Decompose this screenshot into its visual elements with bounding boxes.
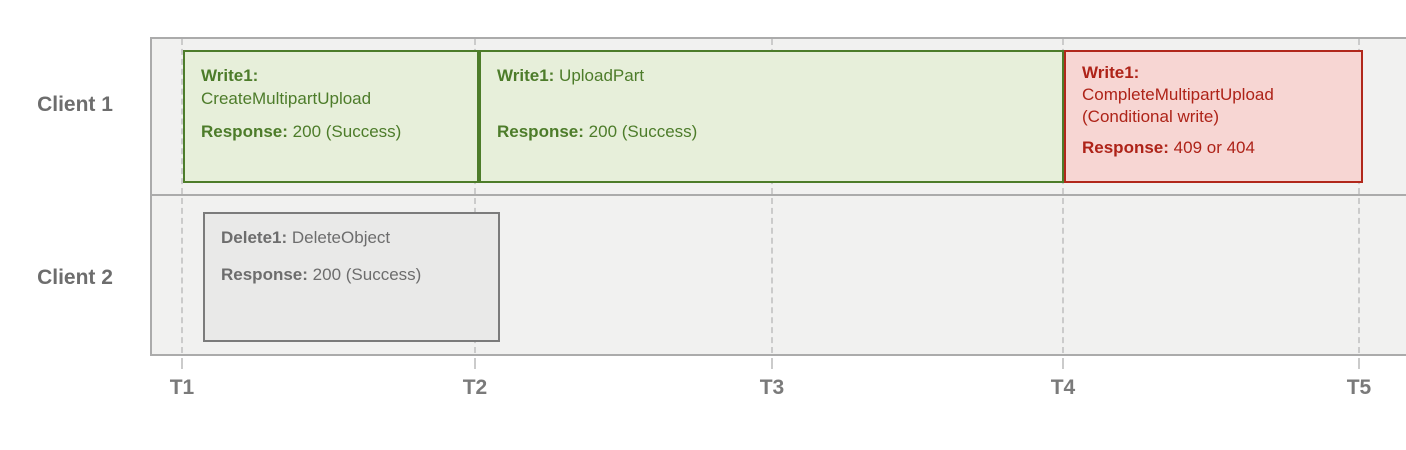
operation-name: Delete1: — [221, 228, 288, 247]
response-prefix: Response: — [1082, 138, 1169, 157]
axis-tick-t3 — [771, 358, 773, 369]
axis-label-t5: T5 — [1346, 376, 1372, 399]
operation-detail: UploadPart — [559, 66, 645, 85]
row-label-client-2: Client 2 — [37, 266, 113, 289]
operation-name: Write1: — [1082, 63, 1140, 82]
response-prefix: Response: — [221, 265, 308, 284]
axis-tick-t5 — [1358, 358, 1360, 369]
response-label: Response: 200 (Success) — [201, 120, 461, 143]
row-divider — [150, 194, 1406, 196]
response-value: 200 (Success) — [292, 122, 402, 141]
gridline-t3 — [771, 39, 773, 353]
operation-label: Write1: CompleteMultipartUpload (Condition… — [1082, 62, 1345, 128]
event-box-write1-createmultipartupload: Write1: CreateMultipartUpload Response: 2… — [183, 50, 479, 183]
event-box-write1-uploadpart: Write1: UploadPart Response: 200 (Succes… — [479, 50, 1064, 183]
response-prefix: Response: — [201, 122, 288, 141]
axis-tick-t4 — [1062, 358, 1064, 369]
gridline-t2 — [474, 39, 476, 353]
operation-label: Write1: UploadPart — [497, 64, 1046, 87]
gridline-t4 — [1062, 39, 1064, 353]
operation-name: Write1: — [497, 66, 555, 85]
operation-note: (Conditional write) — [1082, 107, 1219, 126]
operation-name: Write1: — [201, 66, 259, 85]
operation-detail: DeleteObject — [291, 228, 391, 247]
axis-label-t3: T3 — [759, 376, 785, 399]
operation-label: Delete1: DeleteObject — [221, 226, 482, 249]
response-label: Response: 409 or 404 — [1082, 137, 1345, 159]
axis-label-t4: T4 — [1050, 376, 1076, 399]
event-box-delete1-deleteobject: Delete1: DeleteObject Response: 200 (Suc… — [203, 212, 500, 342]
response-prefix: Response: — [497, 122, 584, 141]
axis-tick-t2 — [474, 358, 476, 369]
event-box-write1-completemultipartupload: Write1: CompleteMultipartUpload (Condition… — [1064, 50, 1363, 183]
response-label: Response: 200 (Success) — [221, 263, 482, 286]
gridline-t5 — [1358, 39, 1360, 353]
response-label: Response: 200 (Success) — [497, 120, 1046, 143]
axis-label-t2: T2 — [462, 376, 488, 399]
response-value: 409 or 404 — [1173, 138, 1255, 157]
operation-label: Write1: CreateMultipartUpload — [201, 64, 461, 110]
gridline-t1 — [181, 39, 183, 353]
axis-tick-t1 — [181, 358, 183, 369]
response-value: 200 (Success) — [312, 265, 422, 284]
row-label-client-1: Client 1 — [37, 93, 113, 116]
response-value: 200 (Success) — [588, 122, 698, 141]
operation-detail: CompleteMultipartUpload — [1082, 85, 1274, 104]
axis-label-t1: T1 — [169, 376, 195, 399]
operation-detail: CreateMultipartUpload — [201, 89, 372, 108]
